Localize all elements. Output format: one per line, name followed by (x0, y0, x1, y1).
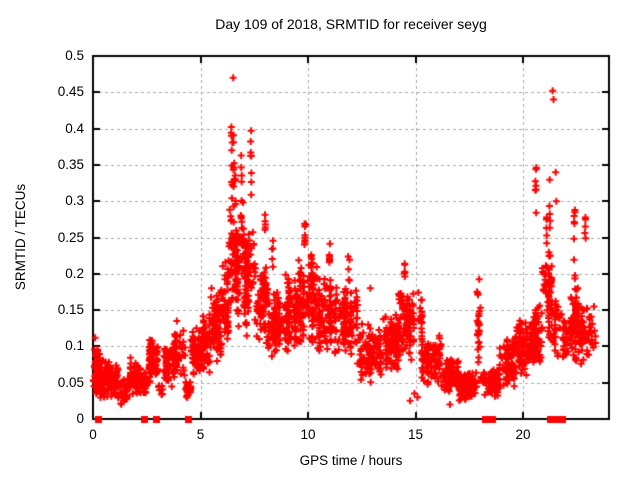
y-tick-label: 0.2 (65, 265, 84, 281)
y-tick-label: 0.35 (57, 156, 84, 172)
x-tick-label: 10 (300, 427, 316, 442)
y-tick-label: 0.3 (65, 193, 84, 209)
y-tick-label: 0.25 (57, 229, 84, 245)
y-tick-label: 0.4 (65, 120, 84, 136)
x-tick-label: 5 (196, 427, 205, 442)
x-axis-label: GPS time / hours (299, 453, 403, 468)
y-tick-label: 0.5 (65, 48, 84, 63)
x-tick-label: 15 (407, 427, 424, 442)
y-tick-label: 0.05 (57, 374, 84, 390)
y-tick-label: 0.15 (57, 302, 84, 318)
x-tick-label: 0 (89, 427, 97, 442)
y-tick-label: 0.1 (65, 338, 84, 354)
chart-title: Day 109 of 2018, SRMTID for receiver sey… (215, 16, 487, 32)
x-tick-label: 20 (515, 427, 531, 442)
y-tick-label: 0.45 (57, 84, 84, 100)
y-tick-label: 0 (76, 411, 84, 426)
